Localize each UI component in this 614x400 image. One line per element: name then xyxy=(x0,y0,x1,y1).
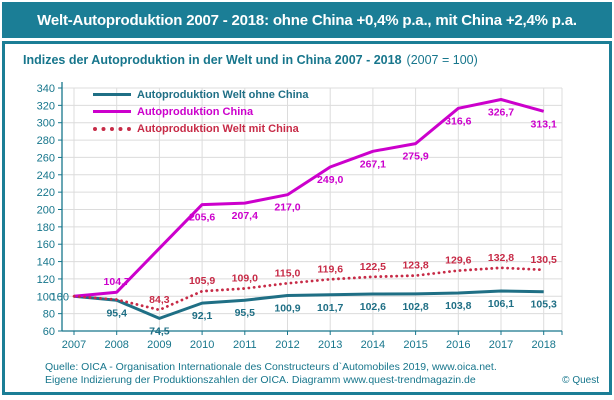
svg-text:316,6: 316,6 xyxy=(445,115,471,127)
svg-text:280: 280 xyxy=(37,135,55,147)
svg-text:92,1: 92,1 xyxy=(192,310,213,322)
svg-text:105,9: 105,9 xyxy=(189,275,215,287)
svg-text:249,0: 249,0 xyxy=(317,174,343,186)
svg-text:105,3: 105,3 xyxy=(531,299,557,311)
svg-text:119,6: 119,6 xyxy=(317,263,343,275)
svg-text:313,1: 313,1 xyxy=(531,118,557,130)
svg-text:205,6: 205,6 xyxy=(189,212,215,224)
svg-text:95,5: 95,5 xyxy=(235,307,256,319)
legend-label: Autoproduktion China xyxy=(137,105,254,118)
svg-text:340: 340 xyxy=(37,83,55,95)
plot-area: 60 80 100 120 140 160 180 200 220 240 260 280 300 320… xyxy=(37,82,563,351)
legend-line-sample-dotted-red xyxy=(93,126,131,131)
legend-item-welt-mit-china: Autoproduktion Welt mit China xyxy=(93,120,309,137)
svg-text:2014: 2014 xyxy=(361,339,385,351)
source-note: Quelle: OICA - Organisation Internationa… xyxy=(45,361,497,386)
svg-text:220: 220 xyxy=(37,187,55,199)
svg-text:2007: 2007 xyxy=(62,339,86,351)
chart-title: Welt-Autoproduktion 2007 - 2018: ohne Ch… xyxy=(37,11,577,29)
legend-item-welt-ohne-china: Autoproduktion Welt ohne China xyxy=(93,86,309,103)
svg-text:240: 240 xyxy=(37,170,55,182)
svg-text:200: 200 xyxy=(37,205,55,217)
svg-text:207,4: 207,4 xyxy=(232,210,258,222)
svg-text:115,0: 115,0 xyxy=(275,267,301,279)
svg-text:160: 160 xyxy=(37,239,55,251)
svg-text:101,7: 101,7 xyxy=(317,302,343,314)
svg-text:275,9: 275,9 xyxy=(402,151,428,163)
svg-text:100: 100 xyxy=(51,291,69,303)
svg-text:2012: 2012 xyxy=(275,339,299,351)
svg-text:2018: 2018 xyxy=(531,339,555,351)
svg-text:102,8: 102,8 xyxy=(402,301,428,313)
svg-text:60: 60 xyxy=(43,326,55,338)
svg-text:320: 320 xyxy=(37,100,55,112)
legend-label: Autoproduktion Welt mit China xyxy=(137,122,299,135)
svg-text:74,5: 74,5 xyxy=(149,325,170,337)
svg-text:140: 140 xyxy=(37,257,55,269)
svg-text:2008: 2008 xyxy=(104,339,128,351)
source-line-2: Eigene Indizierung der Produktionszahlen… xyxy=(45,373,476,386)
svg-text:2017: 2017 xyxy=(489,339,513,351)
legend: Autoproduktion Welt ohne China Autoprodu… xyxy=(93,86,309,137)
legend-item-china: Autoproduktion China xyxy=(93,103,309,120)
svg-text:95,4: 95,4 xyxy=(106,307,127,319)
svg-text:123,8: 123,8 xyxy=(402,260,428,272)
svg-text:132,8: 132,8 xyxy=(488,252,514,264)
svg-text:109,0: 109,0 xyxy=(232,272,258,284)
svg-text:130,5: 130,5 xyxy=(531,254,557,266)
svg-text:2009: 2009 xyxy=(147,339,171,351)
svg-text:2016: 2016 xyxy=(446,339,470,351)
svg-text:102,6: 102,6 xyxy=(360,301,386,313)
legend-label: Autoproduktion Welt ohne China xyxy=(137,88,309,101)
chart-subtitle: Indizes der Autoproduktion in der Welt u… xyxy=(23,53,478,67)
svg-text:100: 100 xyxy=(37,291,55,303)
svg-text:300: 300 xyxy=(37,118,55,130)
chart-subtitle-main: Indizes der Autoproduktion in der Welt u… xyxy=(23,53,402,67)
source-line-1: Quelle: OICA - Organisation Internationa… xyxy=(45,361,497,373)
svg-text:260: 260 xyxy=(37,152,55,164)
svg-text:180: 180 xyxy=(37,222,55,234)
svg-text:2015: 2015 xyxy=(403,339,427,351)
svg-text:326,7: 326,7 xyxy=(488,107,514,119)
svg-text:2010: 2010 xyxy=(190,339,214,351)
legend-line-sample-teal xyxy=(93,93,131,96)
svg-text:100,9: 100,9 xyxy=(274,303,300,315)
svg-text:104,7: 104,7 xyxy=(104,276,130,288)
legend-line-sample-magenta xyxy=(93,110,131,113)
svg-text:2013: 2013 xyxy=(318,339,342,351)
chart-panel: 60 80 100 120 140 160 180 200 220 240 260 280 300 320… xyxy=(2,41,612,395)
svg-text:120: 120 xyxy=(37,274,55,286)
chart-subtitle-suffix: (2007 = 100) xyxy=(406,53,478,67)
svg-text:84,3: 84,3 xyxy=(149,294,170,306)
svg-text:106,1: 106,1 xyxy=(488,298,514,310)
svg-text:217,0: 217,0 xyxy=(274,202,300,214)
svg-text:80: 80 xyxy=(43,309,55,321)
svg-text:2011: 2011 xyxy=(233,339,257,351)
svg-text:267,1: 267,1 xyxy=(360,158,386,170)
svg-text:103,8: 103,8 xyxy=(445,300,471,312)
copyright: © Quest xyxy=(562,375,599,386)
svg-text:129,6: 129,6 xyxy=(445,255,471,267)
svg-text:122,5: 122,5 xyxy=(360,261,386,273)
title-bar: Welt-Autoproduktion 2007 - 2018: ohne Ch… xyxy=(2,2,612,38)
